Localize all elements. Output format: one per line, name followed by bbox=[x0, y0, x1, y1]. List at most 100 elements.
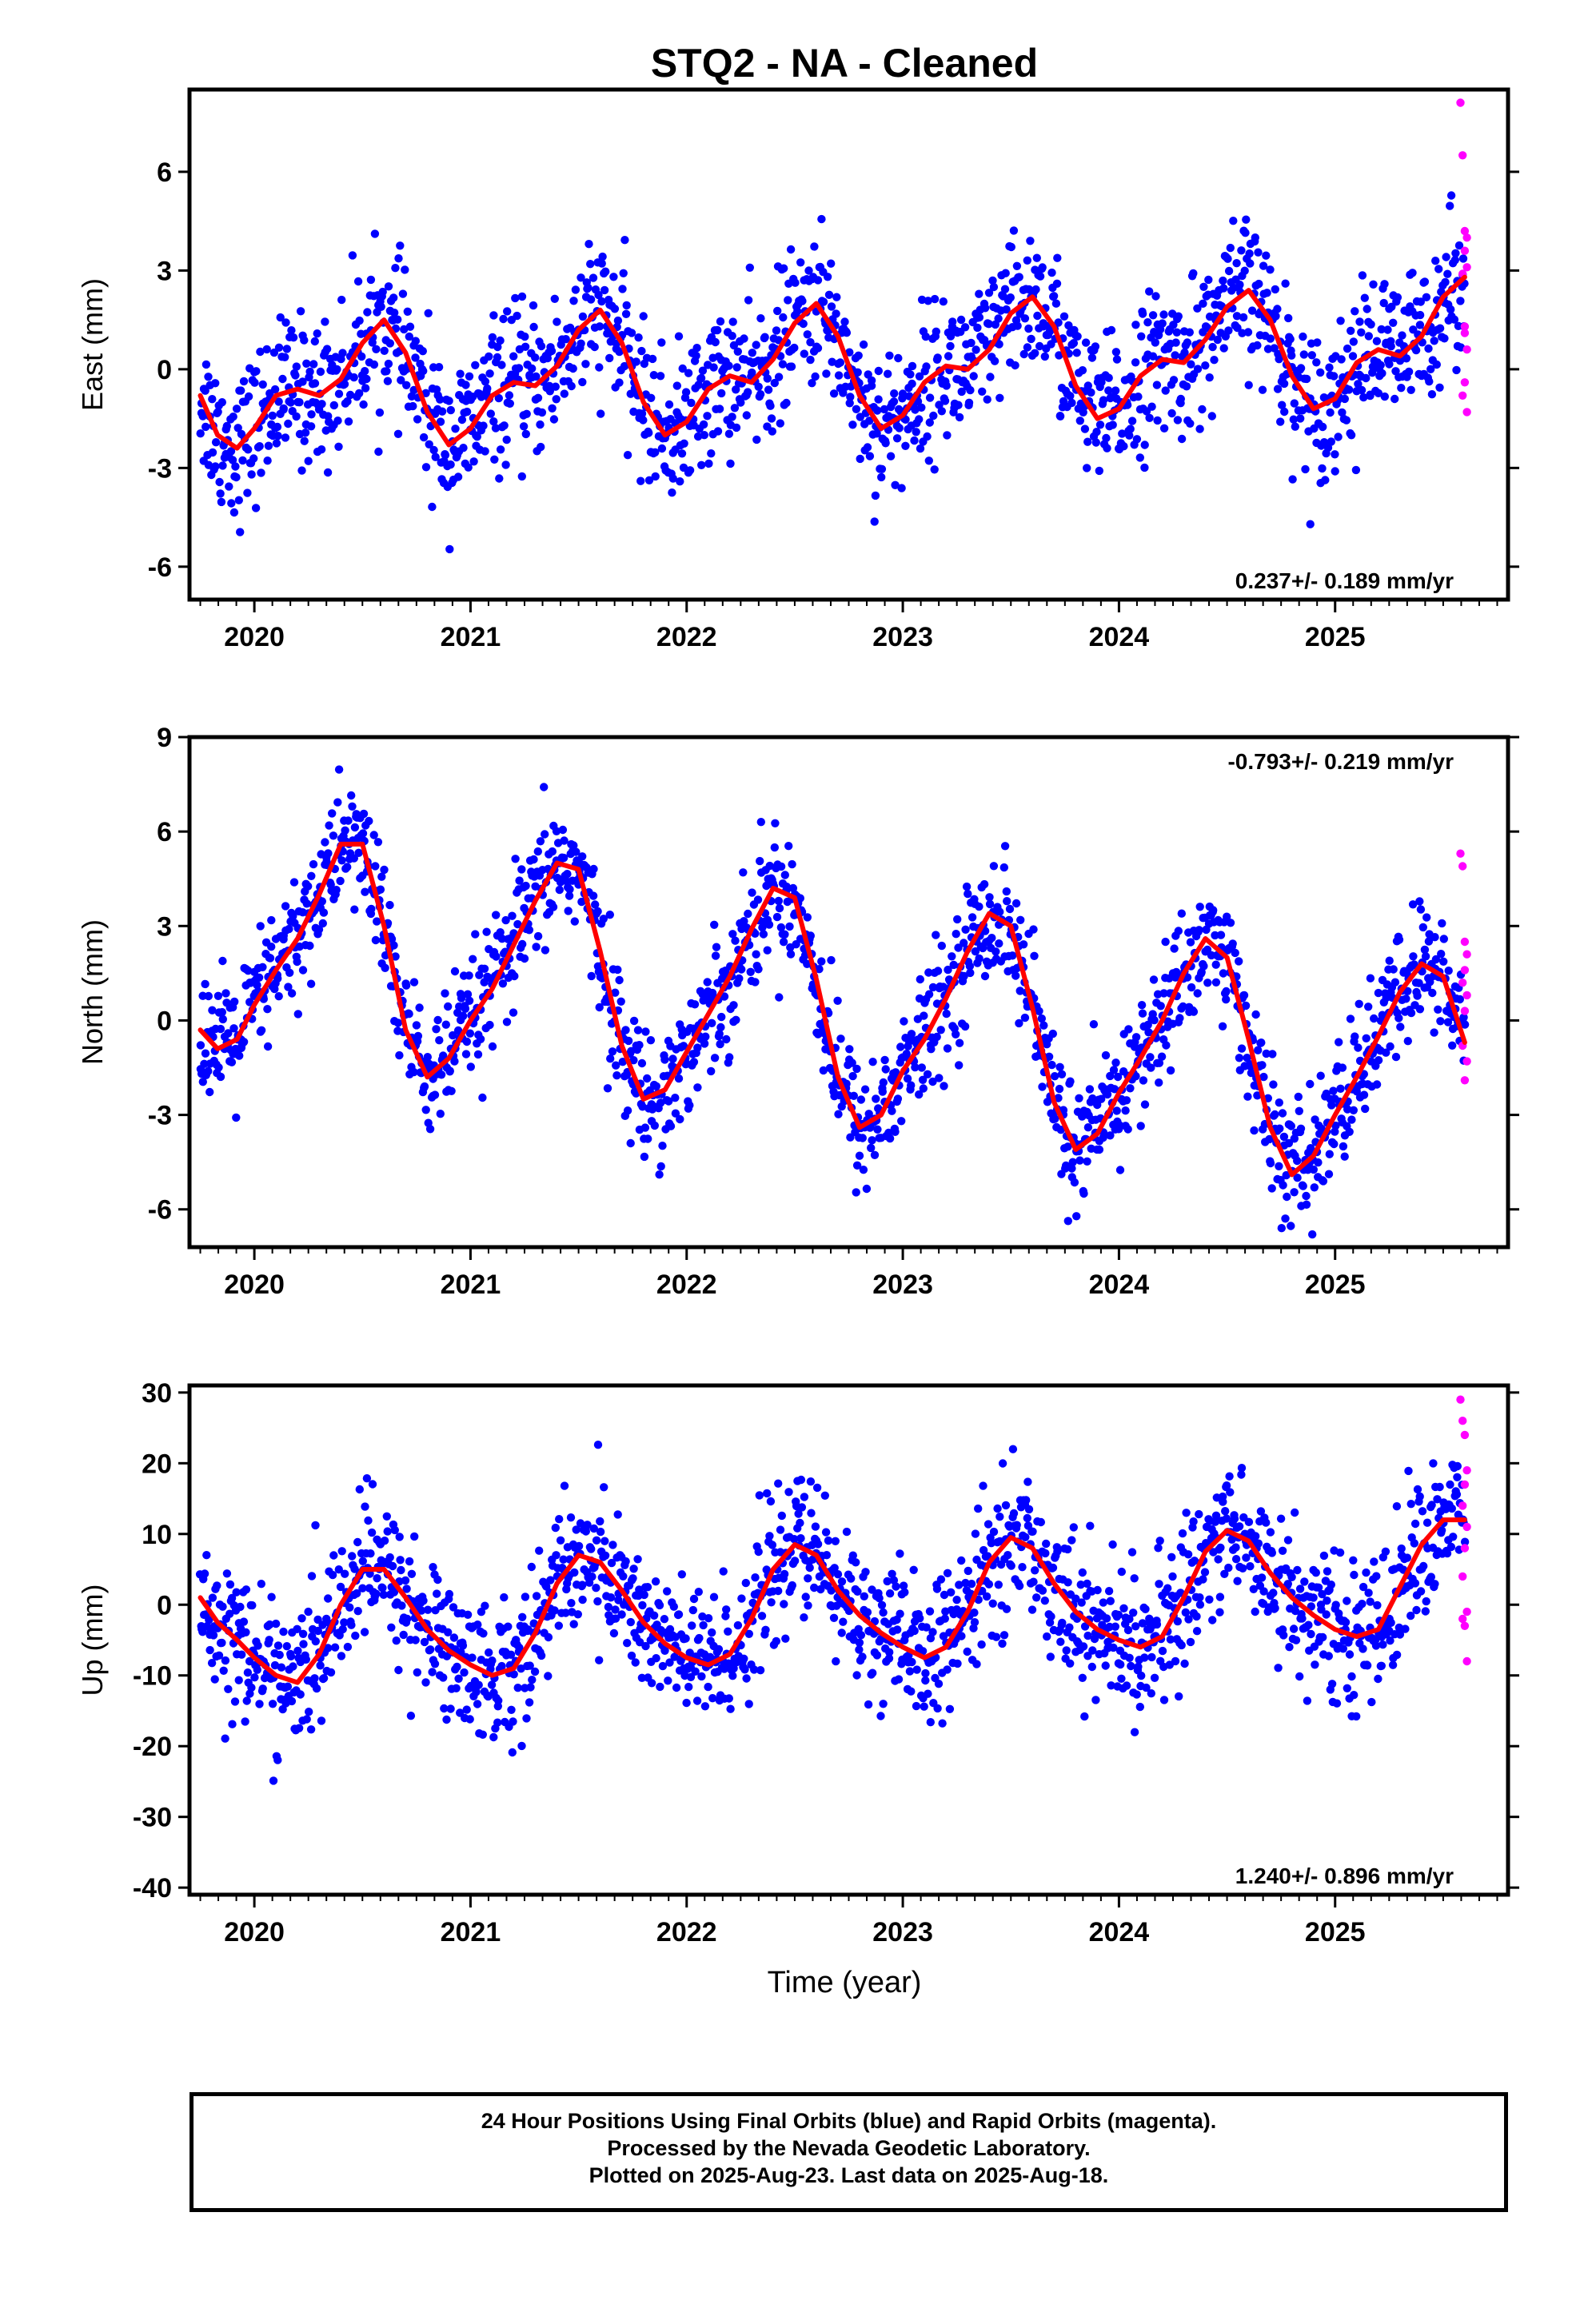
final-orbit-point bbox=[1160, 1696, 1168, 1704]
final-orbit-point bbox=[370, 361, 378, 369]
final-orbit-point bbox=[656, 1601, 664, 1609]
final-orbit-point bbox=[1205, 1596, 1213, 1604]
final-orbit-point bbox=[828, 302, 836, 310]
final-orbit-point bbox=[347, 791, 355, 799]
final-orbit-point bbox=[952, 930, 960, 938]
final-orbit-point bbox=[780, 938, 788, 946]
final-orbit-point bbox=[1087, 389, 1095, 397]
final-orbit-point bbox=[1116, 1660, 1124, 1668]
final-orbit-point bbox=[832, 293, 840, 301]
final-orbit-point bbox=[1303, 1696, 1311, 1704]
final-orbit-point bbox=[503, 1018, 511, 1026]
final-orbit-point bbox=[743, 411, 751, 419]
final-orbit-point bbox=[1024, 325, 1032, 333]
final-orbit-point bbox=[972, 1660, 980, 1668]
final-orbit-point bbox=[244, 1668, 252, 1676]
final-orbit-point bbox=[442, 1716, 450, 1724]
final-orbit-point bbox=[690, 1058, 698, 1066]
final-orbit-point bbox=[579, 313, 587, 321]
final-orbit-point bbox=[445, 545, 453, 553]
final-orbit-point bbox=[728, 413, 736, 421]
final-orbit-point bbox=[1036, 273, 1044, 281]
final-orbit-point bbox=[481, 1602, 489, 1610]
final-orbit-point bbox=[589, 891, 597, 899]
final-orbit-point bbox=[700, 421, 708, 429]
final-orbit-point bbox=[1065, 1624, 1073, 1632]
final-orbit-point bbox=[217, 1025, 225, 1033]
final-orbit-point bbox=[400, 1631, 408, 1639]
final-orbit-point bbox=[647, 1036, 655, 1044]
final-orbit-point bbox=[367, 276, 375, 284]
final-orbit-point bbox=[518, 940, 526, 948]
final-orbit-point bbox=[505, 391, 513, 399]
final-orbit-point bbox=[921, 1676, 929, 1684]
final-orbit-point bbox=[397, 1601, 405, 1609]
final-orbit-point bbox=[324, 849, 332, 857]
final-orbit-point bbox=[1064, 1217, 1072, 1225]
final-orbit-point bbox=[382, 367, 390, 375]
final-orbit-point bbox=[366, 1549, 374, 1557]
final-orbit-point bbox=[1153, 381, 1161, 389]
final-orbit-point bbox=[376, 409, 384, 417]
final-orbit-point bbox=[873, 1651, 881, 1659]
final-orbit-point bbox=[640, 312, 648, 320]
final-orbit-point bbox=[256, 442, 264, 450]
final-orbit-point bbox=[462, 1050, 470, 1058]
final-orbit-point bbox=[872, 1094, 880, 1102]
final-orbit-point bbox=[1010, 226, 1018, 234]
final-orbit-point bbox=[724, 1628, 732, 1636]
final-orbit-point bbox=[365, 817, 373, 825]
final-orbit-point bbox=[1452, 366, 1460, 374]
final-orbit-point bbox=[541, 946, 549, 954]
final-orbit-point bbox=[367, 905, 375, 913]
final-orbit-point bbox=[1138, 1001, 1146, 1009]
final-orbit-point bbox=[1006, 905, 1014, 913]
final-orbit-point bbox=[878, 1601, 886, 1609]
final-orbit-point bbox=[211, 1675, 219, 1683]
final-orbit-point bbox=[597, 297, 605, 305]
final-orbit-point bbox=[529, 323, 537, 331]
final-orbit-point bbox=[709, 363, 717, 371]
final-orbit-point bbox=[1231, 949, 1239, 957]
final-orbit-point bbox=[1341, 395, 1349, 403]
final-orbit-point bbox=[910, 1566, 918, 1574]
final-orbit-point bbox=[684, 1683, 692, 1691]
final-orbit-point bbox=[963, 883, 971, 891]
final-orbit-point bbox=[784, 842, 792, 850]
final-orbit-point bbox=[644, 429, 652, 436]
final-orbit-point bbox=[635, 1041, 643, 1049]
final-orbit-point bbox=[1329, 1086, 1337, 1094]
final-orbit-point bbox=[1023, 1514, 1031, 1522]
final-orbit-point bbox=[1079, 1569, 1087, 1577]
final-orbit-point bbox=[797, 1476, 805, 1484]
final-orbit-point bbox=[214, 1063, 222, 1071]
final-orbit-point bbox=[700, 1039, 708, 1047]
final-orbit-point bbox=[479, 1731, 487, 1739]
final-orbit-point bbox=[1424, 345, 1432, 353]
final-orbit-point bbox=[606, 1054, 614, 1062]
final-orbit-point bbox=[469, 955, 477, 963]
final-orbit-point bbox=[1186, 329, 1194, 337]
final-orbit-point bbox=[1003, 887, 1011, 895]
final-orbit-point bbox=[998, 1640, 1006, 1648]
final-orbit-point bbox=[344, 1643, 352, 1651]
final-orbit-point bbox=[1331, 450, 1339, 458]
final-orbit-point bbox=[1370, 1015, 1378, 1022]
final-orbit-point bbox=[277, 1664, 285, 1672]
final-orbit-point bbox=[1308, 1230, 1316, 1238]
final-orbit-point bbox=[1099, 1598, 1107, 1606]
final-orbit-point bbox=[1132, 1033, 1140, 1041]
final-orbit-point bbox=[1267, 1528, 1275, 1536]
final-orbit-point bbox=[868, 1058, 876, 1066]
final-orbit-point bbox=[1007, 243, 1015, 251]
final-orbit-point bbox=[1390, 965, 1398, 973]
velocity-rate-label: 0.237+/- 0.189 mm/yr bbox=[1235, 568, 1454, 593]
final-orbit-point bbox=[1147, 1653, 1155, 1661]
final-orbit-point bbox=[1231, 1515, 1239, 1523]
x-tick-label: 2022 bbox=[656, 1270, 717, 1300]
final-orbit-point bbox=[394, 254, 402, 262]
final-orbit-point bbox=[1047, 1612, 1055, 1620]
final-orbit-point bbox=[935, 1680, 943, 1688]
final-orbit-point bbox=[592, 1537, 600, 1545]
